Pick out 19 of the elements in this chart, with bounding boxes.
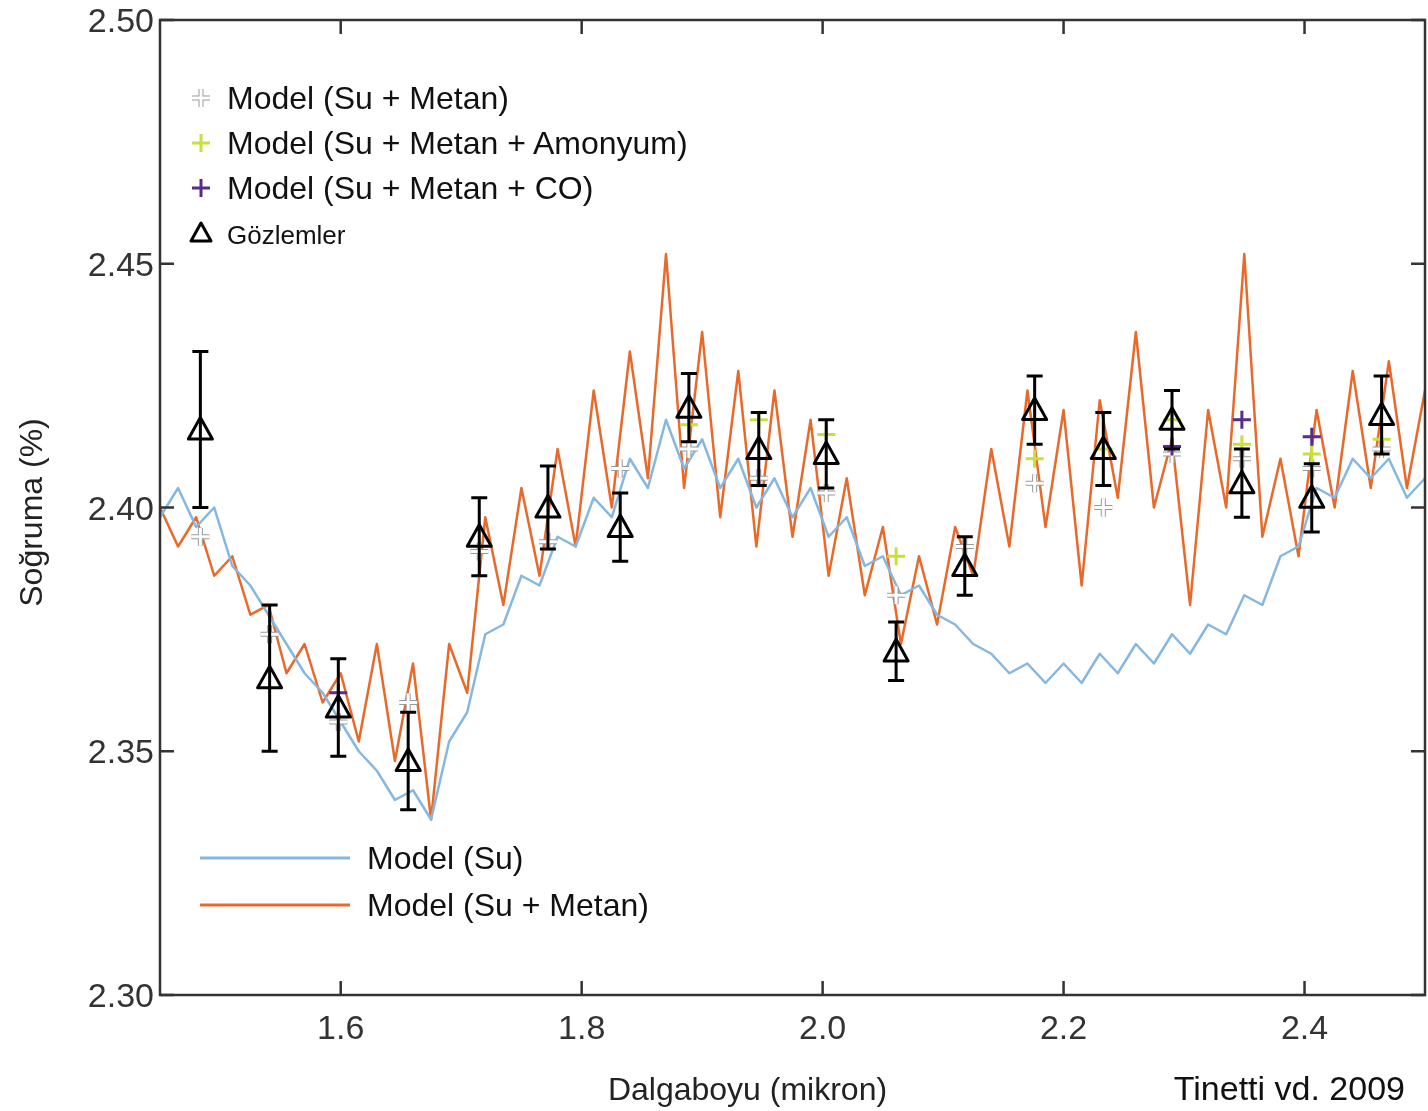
- x-axis-title: Dalgaboyu (mikron): [607, 1071, 888, 1107]
- x-tick-label: 2.2: [1039, 1008, 1088, 1046]
- x-tick-label: 1.8: [558, 1008, 606, 1046]
- y-tick-label: 2.50: [87, 1, 154, 39]
- y-axis-title: Soğruma (%): [13, 418, 49, 607]
- y-tick-label: 2.35: [87, 732, 154, 771]
- y-tick-label: 2.30: [87, 976, 154, 1014]
- legend-label: Model (Su + Metan): [367, 887, 649, 923]
- x-tick-label: 2.0: [798, 1008, 847, 1046]
- y-tick-label: 2.40: [87, 488, 154, 527]
- x-tick-label: 2.4: [1280, 1008, 1329, 1046]
- y-tick-label: 2.45: [87, 244, 154, 283]
- text: Tinetti vd. 2009: [1173, 1069, 1405, 1107]
- legend-label: Model (Su): [367, 840, 524, 876]
- legend-label: Model (Su + Metan + CO): [227, 170, 594, 206]
- legend-label: Model (Su + Metan): [227, 80, 509, 116]
- x-tick-label: 1.6: [317, 1008, 365, 1046]
- legend-label: Gözlemler: [227, 220, 346, 250]
- legend-label: Model (Su + Metan + Amonyum): [227, 125, 688, 161]
